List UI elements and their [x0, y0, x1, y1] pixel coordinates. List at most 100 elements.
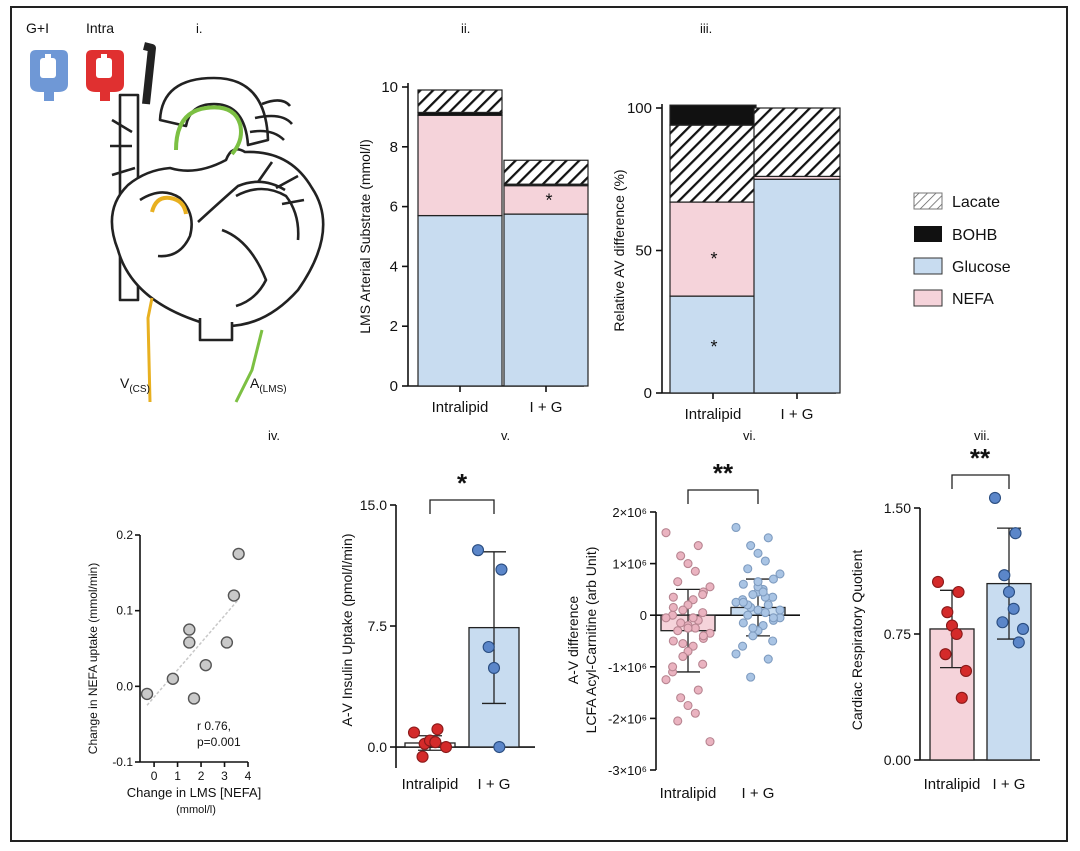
data-point	[705, 582, 715, 592]
data-point	[693, 685, 703, 695]
data-point	[939, 648, 952, 661]
data-point	[1007, 602, 1020, 615]
data-point	[931, 575, 945, 588]
y-tick-label: 4	[390, 258, 398, 275]
data-point	[746, 540, 756, 551]
significance-star: *	[710, 249, 717, 269]
coronary-sinus-icon	[150, 195, 188, 215]
stat-r: r 0.76,	[197, 719, 231, 733]
data-point	[705, 737, 715, 747]
significance-bracket	[687, 489, 759, 504]
panel-label-vi: vi.	[743, 428, 756, 443]
y-tick-label: 8	[390, 139, 398, 156]
data-point	[183, 623, 196, 636]
vcs-catheter-line	[146, 297, 154, 403]
data-point	[698, 631, 708, 641]
x-tick-label: 0	[151, 769, 158, 783]
data-point	[698, 590, 708, 600]
y-axis-title: Change in NEFA uptake (mmol/min)	[86, 563, 100, 754]
data-point	[668, 662, 678, 672]
data-point	[661, 528, 671, 538]
y-tick-label: -3×10⁶	[608, 763, 647, 778]
data-point	[950, 627, 963, 641]
y-axis-title: LMS Arterial Substrate (mmol/l)	[357, 139, 373, 334]
legend-swatch-lacate	[913, 192, 943, 210]
data-point	[1002, 585, 1016, 599]
data-point	[748, 623, 758, 633]
x-tick-label: 4	[245, 769, 252, 783]
y-tick-label: 0	[644, 385, 652, 402]
data-point	[998, 569, 1011, 582]
y-tick-label: 2×10⁶	[612, 505, 647, 520]
data-point	[763, 533, 773, 543]
stat-p: p=0.001	[197, 735, 241, 749]
y-axis-title: A-V Insulin Uptake (pmol/l/min)	[339, 534, 355, 727]
data-point	[955, 691, 968, 704]
data-point	[738, 641, 748, 651]
alms-catheter-line	[234, 329, 264, 403]
data-point	[738, 597, 748, 607]
data-point	[493, 740, 506, 754]
chart-iv-nefa-scatter: -0.1 0.0 0.1 0.2 0 1 2 3 4 r 0.76, p=0.001 Change i…	[86, 528, 261, 816]
y-tick-label: 10	[381, 79, 398, 96]
significance-star: *	[710, 337, 717, 357]
legend-label-bohb: BOHB	[952, 227, 997, 244]
data-point	[220, 636, 234, 649]
data-point	[988, 491, 1002, 504]
data-point	[758, 587, 768, 597]
bar-segment-nefa	[503, 185, 589, 215]
data-point	[753, 548, 763, 558]
data-point	[487, 661, 501, 675]
heart-diagram	[110, 42, 325, 342]
bar-segment-lacate	[753, 107, 841, 178]
data-point	[676, 551, 686, 561]
y-tick-label: -1×10⁶	[608, 660, 647, 675]
data-point	[746, 672, 756, 682]
data-point	[763, 600, 773, 610]
significance-star: *	[457, 468, 468, 498]
gi-infusion-bag-icon	[30, 50, 68, 101]
y-tick-label: 7.5	[368, 618, 388, 634]
data-point	[668, 592, 678, 602]
x-tick-label: Intralipid	[660, 785, 717, 802]
chart-vii-respiratory-quotient: 0.00 0.75 1.50 Intralipid I + G ** Cardiac Res…	[849, 443, 1040, 793]
x-tick-label: Intralipid	[685, 406, 742, 423]
data-point	[668, 636, 678, 646]
chart-ii-arterial-substrate: 0 2 4 6 8 10 LMS Arterial Substrate (mmol/l) In…	[357, 79, 589, 416]
data-point	[748, 590, 758, 600]
legend-swatch-nefa	[913, 289, 943, 307]
y-tick-label: 0.00	[884, 752, 911, 768]
y-tick-label: 1.50	[884, 500, 911, 516]
figure-frame	[10, 6, 1068, 842]
data-point	[952, 585, 965, 599]
intra-label: Intra	[86, 20, 114, 36]
significance-star: **	[970, 443, 991, 473]
data-point	[738, 579, 748, 589]
data-point	[743, 564, 753, 574]
legend: Lacate BOHB Glucose NEFA	[913, 192, 1011, 308]
data-point	[743, 610, 753, 620]
x-tick-label: 2	[198, 769, 205, 783]
x-tick-label: 3	[221, 769, 228, 783]
x-tick-label: Intralipid	[924, 776, 981, 793]
significance-star: **	[713, 458, 734, 488]
vcs-label: V(CS)	[120, 375, 150, 395]
bar-segment-nefa	[669, 201, 757, 297]
data-point	[676, 693, 686, 703]
data-point	[673, 716, 683, 726]
y-tick-label: 100	[627, 100, 652, 117]
data-point	[731, 649, 741, 659]
data-point	[768, 613, 778, 623]
data-point	[941, 606, 954, 619]
data-point	[661, 675, 671, 685]
y-tick-label: 0.75	[884, 626, 911, 642]
intra-infusion-bag-icon	[86, 50, 124, 101]
y-tick-label: -0.1	[112, 755, 133, 769]
y-tick-label: 0.0	[116, 679, 133, 693]
data-point	[760, 608, 770, 618]
data-point	[166, 672, 180, 685]
data-point	[690, 708, 700, 718]
data-point	[482, 640, 495, 654]
bar-segment-glucose	[503, 213, 589, 387]
data-point	[1009, 527, 1022, 540]
